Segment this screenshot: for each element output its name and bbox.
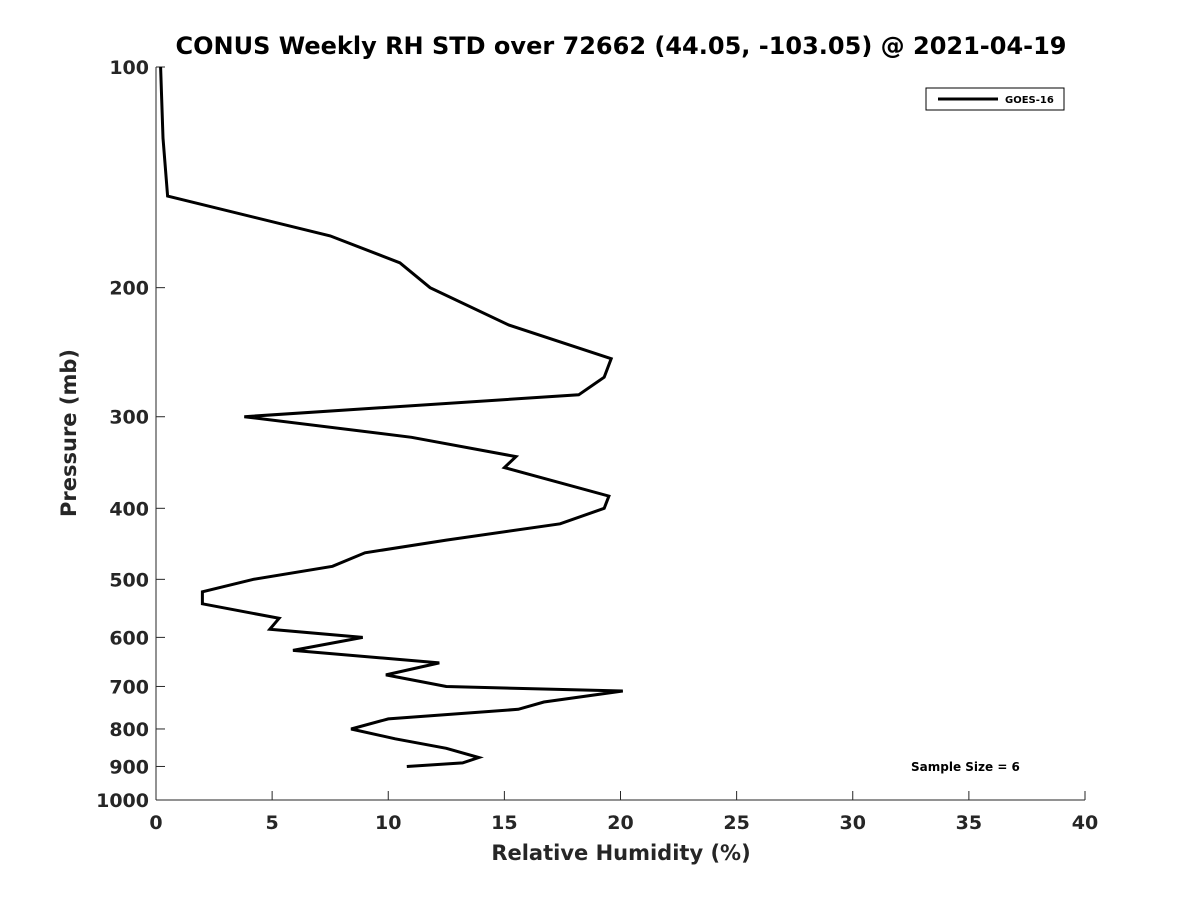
x-tick-label: 10 [375, 812, 401, 834]
y-tick-label: 700 [109, 676, 149, 698]
x-tick-label: 30 [840, 812, 866, 834]
sample-size-annotation: Sample Size = 6 [911, 760, 1020, 774]
y-tick-label: 900 [109, 756, 149, 778]
y-tick-label: 200 [109, 278, 149, 300]
y-tick-label: 500 [109, 569, 149, 591]
y-tick-label: 800 [109, 719, 149, 741]
x-tick-label: 40 [1072, 812, 1098, 834]
y-tick-label: 1000 [96, 790, 149, 812]
y-tick-label: 400 [109, 498, 149, 520]
x-tick-label: 15 [491, 812, 517, 834]
y-tick-label: 100 [109, 57, 149, 79]
y-tick-label: 300 [109, 407, 149, 429]
chart-title: CONUS Weekly RH STD over 72662 (44.05, -… [175, 32, 1066, 60]
x-tick-label: 35 [956, 812, 982, 834]
series-line-goes-16 [159, 66, 624, 768]
series-group [159, 66, 624, 768]
x-tick-label: 5 [266, 812, 279, 834]
x-tick-label: 0 [149, 812, 162, 834]
legend-label-goes-16: GOES-16 [1005, 95, 1054, 106]
axes: 0 5 10 15 20 25 30 35 40 100 200 300 400 500 600 700 800… [96, 57, 1098, 834]
legend: GOES-16 [925, 87, 1065, 111]
x-tick-label: 25 [723, 812, 749, 834]
y-axis-label: Pressure (mb) [57, 349, 81, 517]
x-axis-label: Relative Humidity (%) [491, 841, 750, 865]
y-tick-label: 600 [109, 627, 149, 649]
x-tick-label: 20 [607, 812, 633, 834]
